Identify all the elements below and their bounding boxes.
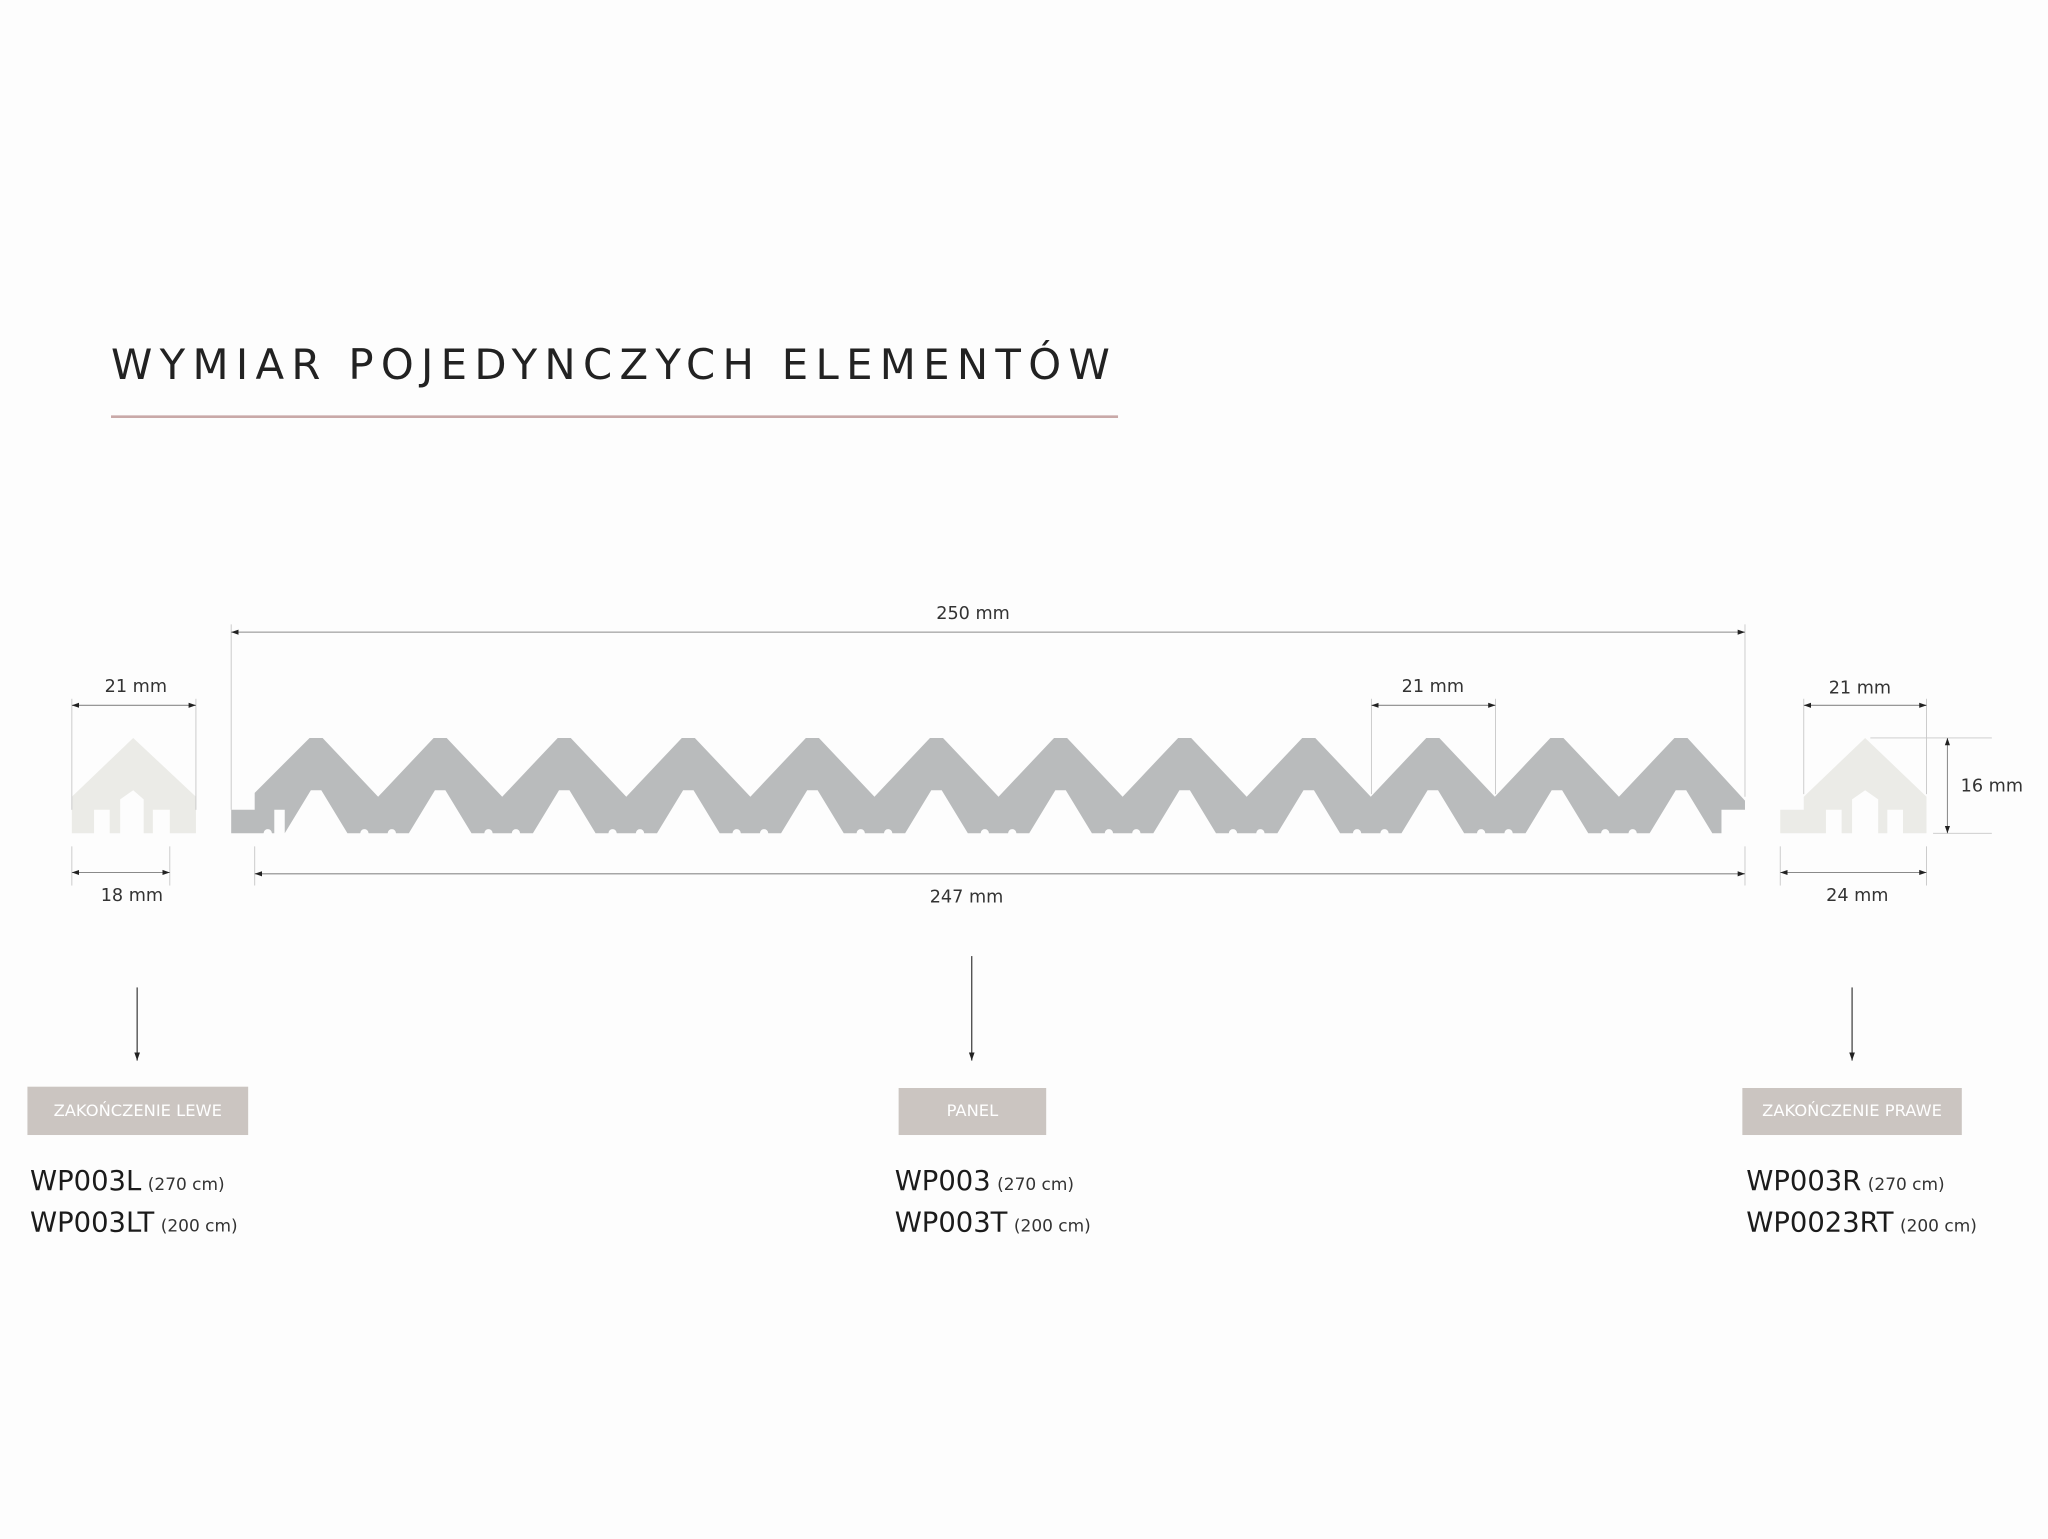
code: WP003 xyxy=(895,1166,991,1197)
groove xyxy=(1104,829,1114,838)
tag-label: ZAKOŃCZENIE LEWE xyxy=(54,1101,222,1120)
dimension-label: 21 mm xyxy=(1402,677,1464,697)
groove xyxy=(635,829,645,838)
product-code: WP003T (200 cm) xyxy=(895,1208,1091,1239)
groove xyxy=(1008,829,1017,838)
tag-label: ZAKOŃCZENIE PRAWE xyxy=(1762,1101,1942,1120)
tag-label: PANEL xyxy=(947,1101,999,1120)
groove xyxy=(484,829,493,838)
code: WP003LT xyxy=(30,1208,154,1239)
length: (200 cm) xyxy=(1900,1217,1977,1237)
groove xyxy=(980,829,989,838)
groove xyxy=(759,829,769,838)
product-code: WP003LT (200 cm) xyxy=(30,1208,238,1239)
dimension-label: 18 mm xyxy=(101,886,163,906)
groove xyxy=(1228,829,1238,838)
product-code: WP003 (270 cm) xyxy=(895,1166,1074,1197)
groove xyxy=(1380,829,1389,838)
groove xyxy=(732,829,741,838)
tag-box xyxy=(898,1087,1047,1136)
groove xyxy=(511,829,521,838)
product-code: WP003L (270 cm) xyxy=(30,1166,225,1197)
length: (270 cm) xyxy=(1868,1175,1945,1195)
product-code: WP003R (270 cm) xyxy=(1746,1166,1944,1197)
dimension-label: 21 mm xyxy=(1829,679,1891,699)
panel-profile xyxy=(231,737,1745,834)
dimension-label: 21 mm xyxy=(105,677,167,697)
groove xyxy=(387,829,397,838)
dimension-label: 247 mm xyxy=(930,888,1004,908)
tag-box xyxy=(1742,1087,1962,1136)
code: WP003T xyxy=(895,1208,1008,1239)
groove xyxy=(1476,829,1486,838)
groove xyxy=(1504,829,1513,838)
length: (270 cm) xyxy=(148,1175,225,1195)
code: WP003R xyxy=(1746,1166,1861,1197)
groove xyxy=(263,829,272,838)
tag-box xyxy=(27,1086,249,1136)
title: WYMIAR POJEDYNCZYCH ELEMENTÓW xyxy=(111,339,1117,389)
groove xyxy=(1352,829,1362,838)
codes: WP003L (270 cm) WP003LT (200 cm) WP003 (270 c… xyxy=(30,1166,1977,1239)
dimensions: 21 mm 18 mm 250 mm 21 mm 247 mm 21 mm 16… xyxy=(71,604,2023,908)
groove xyxy=(883,829,893,838)
left-profile xyxy=(71,737,196,834)
groove xyxy=(608,829,617,838)
groove xyxy=(856,829,865,838)
product-code: WP0023RT (200 cm) xyxy=(1746,1208,1977,1239)
code: WP0023RT xyxy=(1746,1208,1893,1239)
groove xyxy=(1628,829,1637,838)
groove xyxy=(1725,829,1734,838)
dimension-label: 16 mm xyxy=(1961,777,2023,797)
panel-profile-group xyxy=(231,737,1745,838)
groove xyxy=(1256,829,1265,838)
dimension-label: 250 mm xyxy=(936,604,1010,624)
groove xyxy=(1132,829,1141,838)
length: (200 cm) xyxy=(1014,1217,1091,1237)
groove xyxy=(360,829,369,838)
length: (200 cm) xyxy=(161,1217,238,1237)
right-profile xyxy=(1780,737,1927,834)
code: WP003L xyxy=(30,1166,142,1197)
dimension-label: 24 mm xyxy=(1826,886,1888,906)
groove xyxy=(1601,829,1610,838)
length: (270 cm) xyxy=(997,1175,1074,1195)
